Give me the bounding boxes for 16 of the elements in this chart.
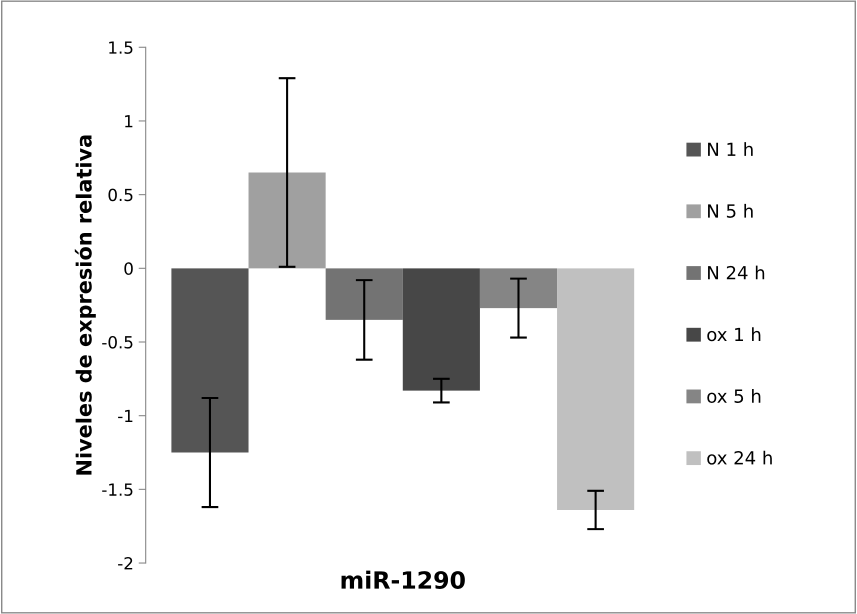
y-tick-label: 1.5	[109, 41, 132, 54]
y-axis-title: Niveles de expresión relativa	[74, 135, 96, 475]
y-tick-label: -2	[118, 557, 132, 570]
legend-label: ox 5 h	[707, 388, 760, 403]
legend-label: N 5 h	[708, 204, 753, 218]
x-axis-title: miR-1290	[342, 570, 465, 589]
y-tick-label: 0	[124, 262, 133, 275]
y-tick-label: -0.5	[102, 336, 132, 349]
legend-label: ox 24 h	[707, 450, 772, 465]
legend-label: N 24 h	[708, 266, 764, 280]
y-tick-label: 1	[125, 115, 132, 128]
y-tick-label: -1.5	[102, 484, 132, 496]
y-tick-label: -1	[118, 410, 132, 422]
legend-label: N 1 h	[708, 142, 753, 156]
legend-label: ox 1 h	[707, 327, 760, 342]
y-tick-label: 0.5	[108, 188, 132, 202]
